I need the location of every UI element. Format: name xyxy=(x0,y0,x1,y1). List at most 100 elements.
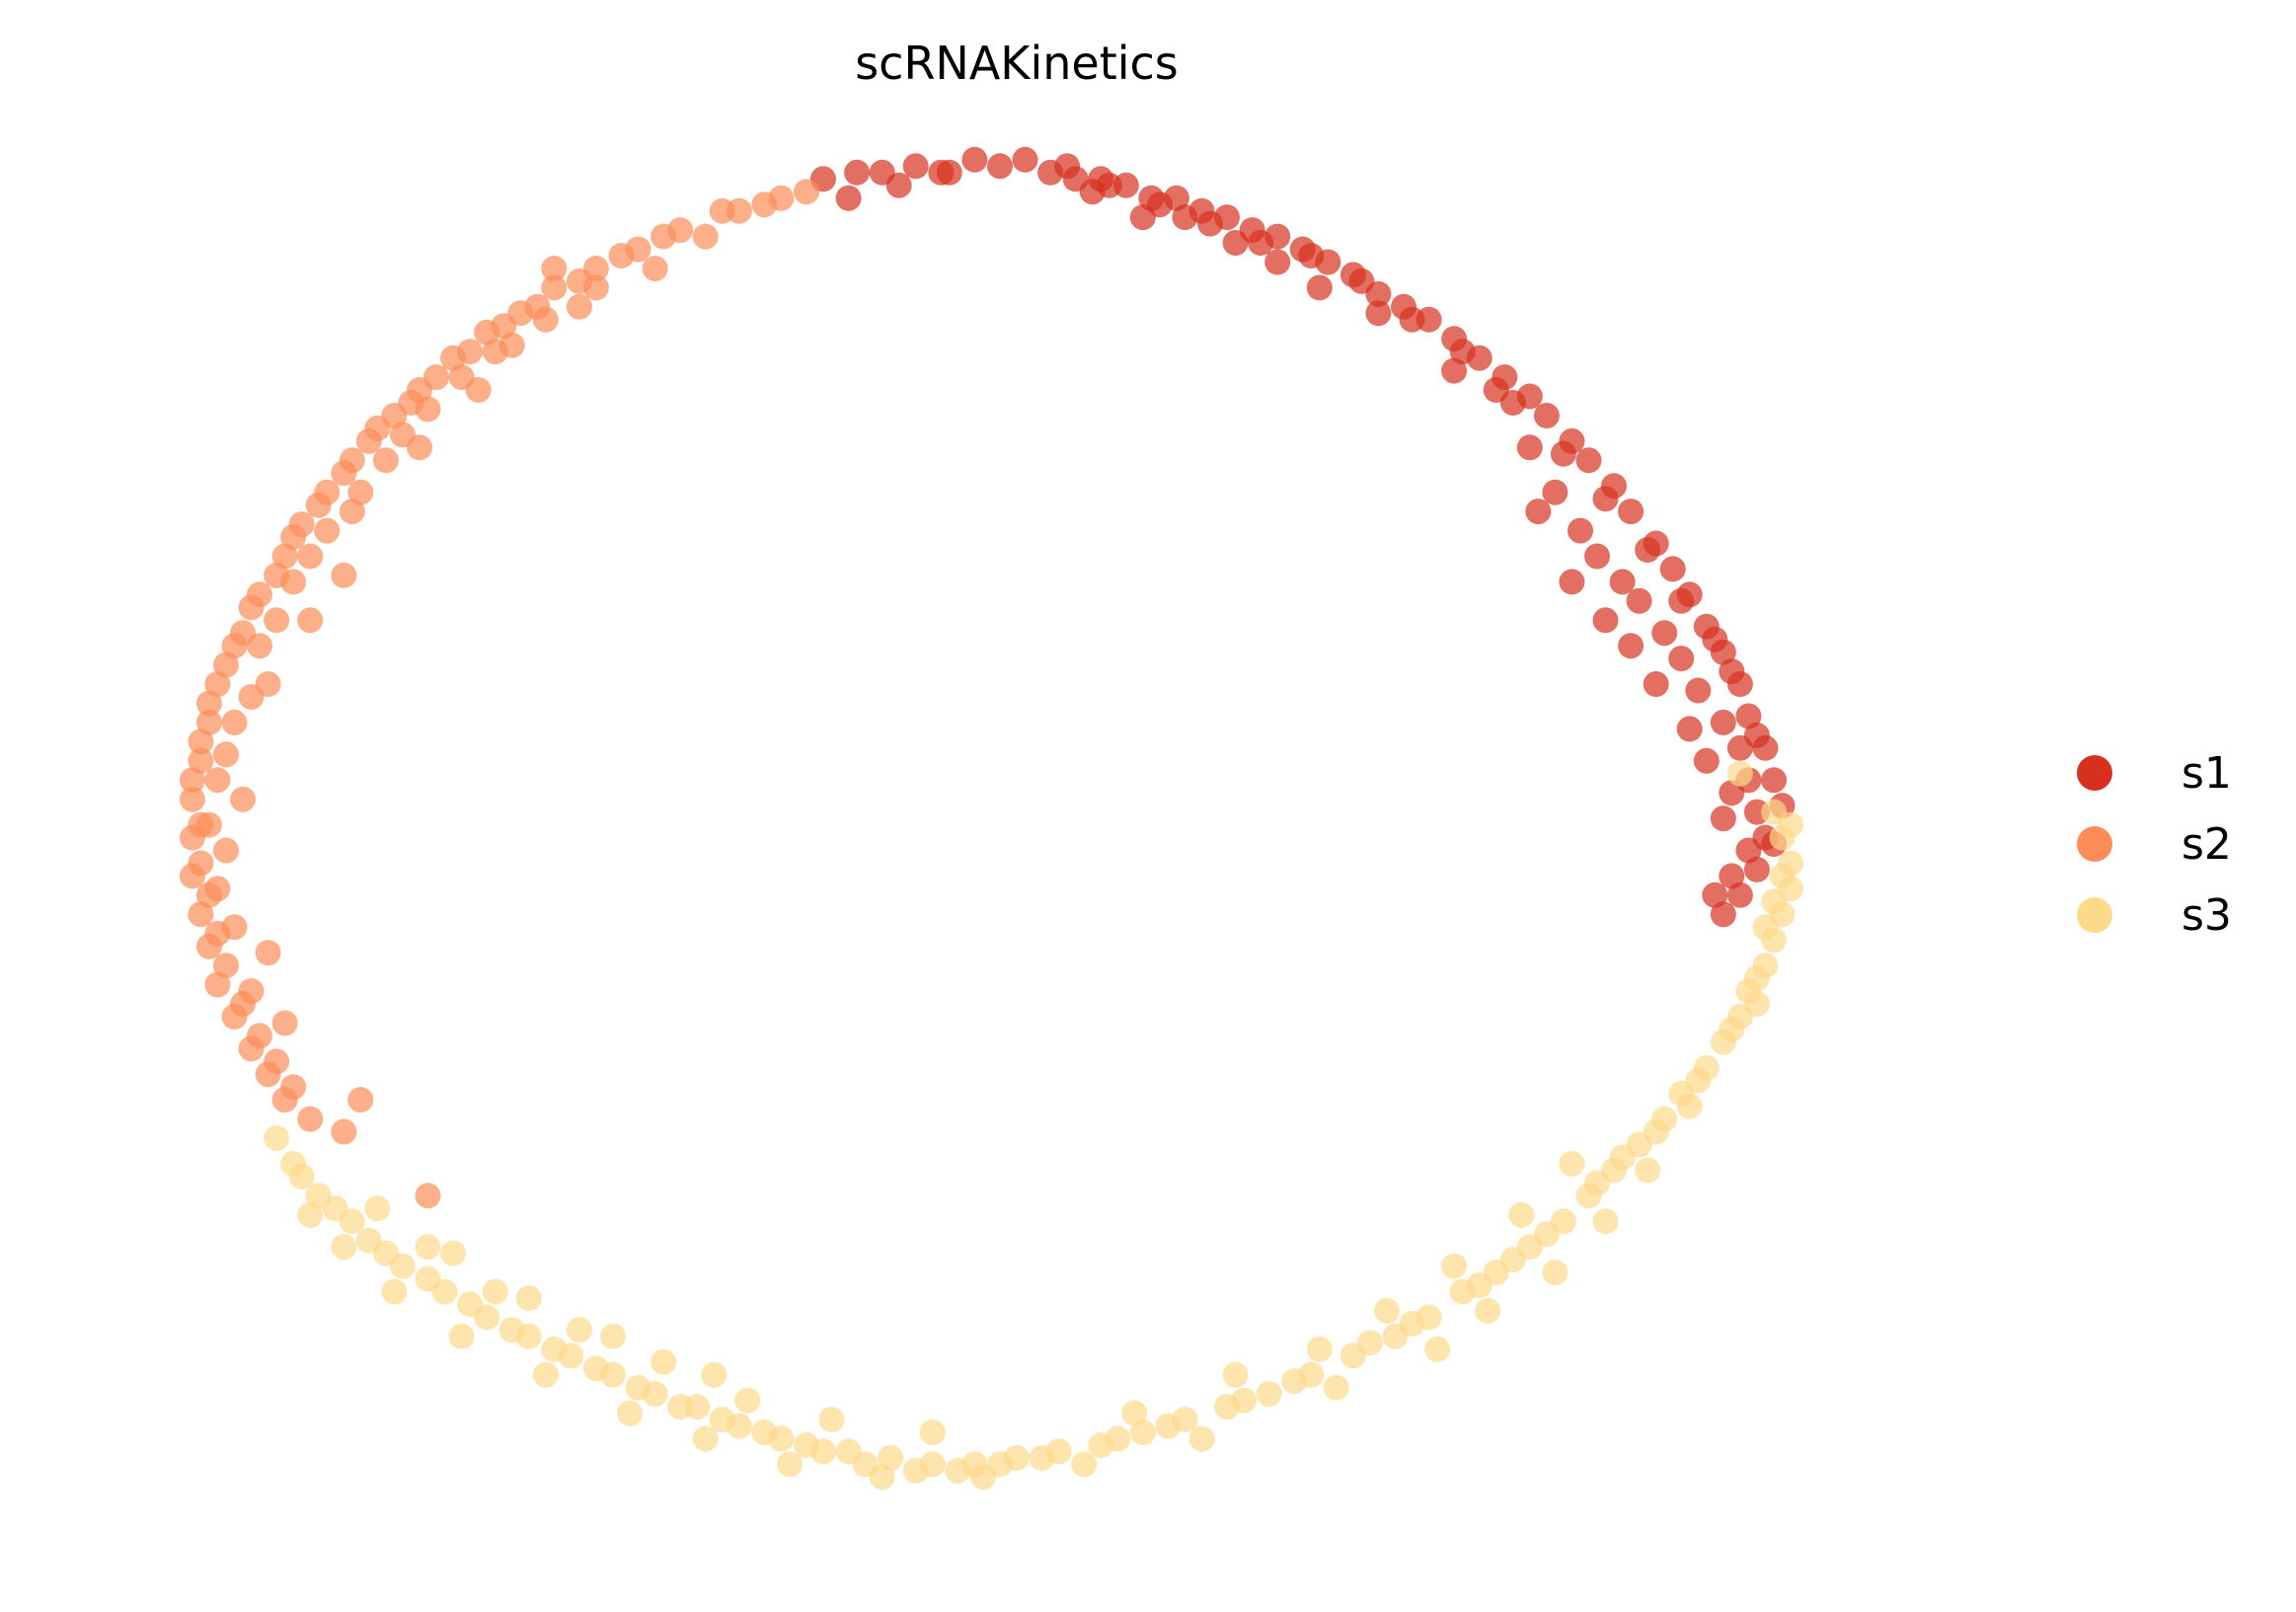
data-point-s1 xyxy=(1222,230,1249,256)
data-point-s2 xyxy=(247,581,272,608)
data-point-s2 xyxy=(271,543,298,570)
data-point-s2 xyxy=(195,811,222,838)
data-point-s2 xyxy=(255,940,281,966)
data-point-s2 xyxy=(280,569,307,595)
data-point-s2 xyxy=(372,447,399,474)
data-point-s2 xyxy=(331,562,357,588)
data-point-s2 xyxy=(541,274,568,301)
data-point-s2 xyxy=(213,837,239,864)
data-point-s1 xyxy=(1668,646,1695,672)
data-point-s1 xyxy=(1651,620,1678,647)
data-point-s1 xyxy=(1726,882,1753,908)
data-point-s1 xyxy=(1079,179,1106,205)
data-point-s2 xyxy=(423,364,449,391)
data-point-s3 xyxy=(1559,1150,1585,1177)
data-point-s2 xyxy=(288,511,315,538)
data-point-s1 xyxy=(1761,767,1787,794)
data-point-s2 xyxy=(297,607,324,634)
data-point-s2 xyxy=(204,671,231,697)
data-point-s2 xyxy=(314,479,341,505)
data-point-s1 xyxy=(1693,747,1720,774)
data-point-s3 xyxy=(1356,1330,1383,1356)
data-point-s3 xyxy=(1121,1400,1148,1426)
data-point-s1 xyxy=(902,153,929,180)
data-point-s1 xyxy=(1575,447,1602,474)
data-point-s3 xyxy=(431,1278,458,1305)
data-point-s1 xyxy=(1719,863,1745,889)
data-point-s1 xyxy=(987,153,1013,180)
data-point-s3 xyxy=(617,1400,643,1426)
legend: s1 s2 s3 xyxy=(2077,748,2232,941)
data-point-s3 xyxy=(1188,1425,1215,1452)
data-point-s3 xyxy=(1752,914,1779,941)
data-point-s3 xyxy=(600,1323,626,1349)
data-point-s2 xyxy=(247,1023,272,1049)
data-point-s1 xyxy=(1172,204,1198,231)
data-point-s2 xyxy=(651,223,677,250)
data-point-s3 xyxy=(1071,1451,1098,1478)
data-point-s3 xyxy=(1743,991,1770,1017)
legend-marker-s3 xyxy=(2077,897,2112,933)
data-point-s3 xyxy=(818,1407,845,1432)
data-point-s2 xyxy=(213,652,239,678)
data-point-s1 xyxy=(1516,434,1543,461)
data-point-s2 xyxy=(726,197,752,224)
data-point-s1 xyxy=(1719,658,1745,685)
data-point-s2 xyxy=(692,223,719,250)
data-point-s3 xyxy=(1129,1420,1156,1445)
data-point-s3 xyxy=(701,1361,727,1388)
data-point-s3 xyxy=(1592,1208,1619,1235)
data-point-s3 xyxy=(902,1457,929,1484)
data-point-s3 xyxy=(1508,1201,1535,1228)
data-point-s1 xyxy=(1584,543,1610,570)
data-point-s3 xyxy=(684,1394,711,1420)
data-point-s3 xyxy=(1466,1272,1492,1298)
data-point-s3 xyxy=(264,1125,290,1151)
data-point-s3 xyxy=(1584,1170,1610,1196)
data-point-s2 xyxy=(179,767,205,794)
data-point-s1 xyxy=(844,159,871,186)
data-point-s3 xyxy=(448,1323,475,1349)
data-point-s2 xyxy=(264,607,290,634)
data-point-s1 xyxy=(1483,377,1509,403)
data-point-s1 xyxy=(1643,671,1669,697)
data-point-s3 xyxy=(1475,1297,1501,1324)
data-point-s3 xyxy=(734,1387,761,1414)
data-point-s2 xyxy=(188,850,214,877)
data-point-s1 xyxy=(1735,837,1762,864)
data-point-s2 xyxy=(195,690,222,717)
data-point-s2 xyxy=(204,876,231,902)
data-point-s3 xyxy=(919,1420,946,1445)
data-point-s3 xyxy=(288,1163,315,1190)
data-point-s2 xyxy=(247,633,272,659)
data-point-s2 xyxy=(347,479,374,505)
data-point-s1 xyxy=(1719,780,1745,806)
data-point-s3 xyxy=(532,1361,559,1388)
data-point-s1 xyxy=(1743,856,1770,883)
data-point-s2 xyxy=(339,499,365,525)
data-point-s3 xyxy=(1323,1374,1349,1401)
data-point-s1 xyxy=(1559,569,1585,595)
data-point-s3 xyxy=(642,1381,668,1408)
data-point-s1 xyxy=(1568,517,1593,544)
data-point-s3 xyxy=(1105,1425,1131,1452)
data-point-s2 xyxy=(271,1010,298,1036)
legend-marker-s2 xyxy=(2077,826,2112,862)
data-point-s3 xyxy=(776,1451,803,1478)
data-point-s1 xyxy=(1710,901,1736,928)
legend-label-s1: s1 xyxy=(2181,748,2232,799)
data-point-s1 xyxy=(1248,230,1274,256)
data-point-s2 xyxy=(415,396,441,422)
data-point-s2 xyxy=(465,377,492,403)
data-point-s1 xyxy=(1618,633,1645,659)
data-point-s1 xyxy=(1676,716,1703,742)
data-point-s3 xyxy=(1155,1413,1182,1439)
data-point-s3 xyxy=(1256,1381,1282,1408)
legend-entry-s3: s3 xyxy=(2077,890,2232,941)
data-point-s2 xyxy=(407,434,432,461)
data-point-s2 xyxy=(213,953,239,979)
data-point-s1 xyxy=(1306,274,1333,301)
data-point-s3 xyxy=(1542,1260,1569,1285)
data-point-s1 xyxy=(1348,268,1375,294)
data-point-s3 xyxy=(1761,888,1787,915)
